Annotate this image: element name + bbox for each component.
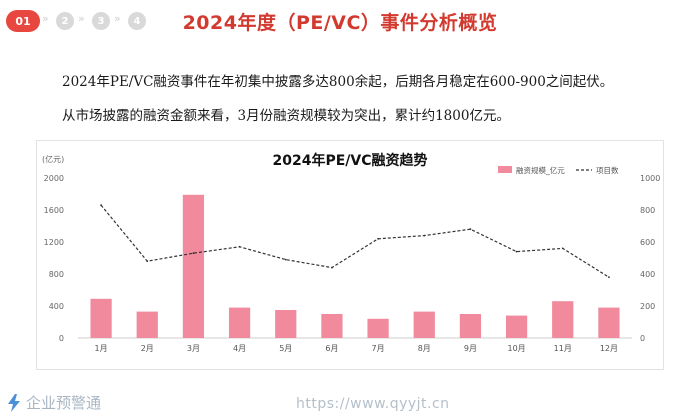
chart-title: 2024年PE/VC融资趋势 (272, 152, 427, 169)
summary-paragraph-2: 从市场披露的融资金额来看，3月份融资规模较为突出，累计约1800亿元。 (62, 108, 510, 124)
line-point-10 (515, 250, 518, 253)
y-right-tick-label: 800 (640, 206, 655, 215)
line-point-8 (423, 234, 426, 237)
y-right-tick-label: 200 (640, 302, 655, 311)
y-right-tick-label: 0 (640, 334, 645, 343)
bar-8 (413, 311, 435, 338)
y-left-tick-label: 800 (49, 270, 64, 279)
bar-6 (321, 314, 343, 338)
x-tick-label: 11月 (554, 344, 572, 353)
y-left-tick-label: 400 (49, 302, 64, 311)
chart-svg: 2024年PE/VC融资趋势 (亿元) 0 400 800 1200 1600 2000 0 20… (36, 140, 664, 370)
legend-swatch-bar (498, 166, 512, 173)
y-left-tick-label: 2000 (44, 174, 64, 183)
bar-3 (182, 194, 205, 338)
lightning-logo-icon (8, 393, 20, 412)
line-point-7 (377, 237, 379, 240)
y-right-tick-label: 600 (640, 238, 655, 247)
bar-2 (136, 311, 158, 338)
line-point-2 (146, 260, 149, 263)
bar-7 (367, 318, 389, 338)
chevron-right-icon: » (42, 12, 49, 25)
x-tick-label: 2月 (141, 344, 154, 353)
page-title: 2024年度（PE/VC）事件分析概览 (182, 12, 498, 34)
y-right-tick-label: 1000 (640, 174, 660, 183)
line-point-3 (192, 252, 195, 255)
bar-12 (598, 307, 620, 338)
chevron-right-icon: » (114, 12, 121, 25)
step-3-badge[interactable]: 3 (92, 12, 110, 30)
step-4-badge[interactable]: 4 (128, 12, 146, 30)
y-left-axis-label: (亿元) (42, 154, 64, 164)
line-point-6 (331, 266, 333, 269)
line-point-1 (100, 204, 102, 207)
x-tick-label: 1月 (95, 344, 108, 353)
y-left-tick-label: 0 (59, 334, 64, 343)
bar-5 (275, 310, 297, 338)
x-tick-label: 5月 (279, 344, 292, 353)
x-tick-label: 12月 (600, 344, 618, 353)
x-tick-label: 6月 (325, 344, 338, 353)
bar-1 (90, 298, 112, 338)
line-point-4 (238, 245, 241, 248)
step-2-badge[interactable]: 2 (56, 12, 74, 30)
line-point-5 (284, 258, 287, 261)
y-right-tick-label: 400 (640, 270, 655, 279)
bar-10 (505, 315, 528, 338)
footer-brand-name: 企业预警通 (26, 394, 102, 412)
step-01-badge[interactable]: 01 (6, 10, 40, 32)
y-left-tick-label: 1200 (44, 238, 64, 247)
x-tick-label: 10月 (507, 344, 525, 353)
x-tick-label: 4月 (233, 344, 246, 353)
line-point-11 (561, 247, 564, 250)
y-left-tick-label: 1600 (44, 206, 64, 215)
financing-trend-chart: 2024年PE/VC融资趋势 (亿元) 0 400 800 1200 1600 2000 0 20… (36, 140, 664, 370)
chevron-right-icon: » (78, 12, 85, 25)
bar-4 (228, 307, 251, 338)
line-point-12 (608, 276, 610, 279)
x-tick-label: 3月 (187, 344, 200, 353)
footer-brand: 企业预警通 (6, 392, 101, 413)
line-series-project-count (100, 204, 610, 278)
legend-label-bar: 融资规模_亿元 (516, 165, 565, 175)
x-tick-label: 8月 (418, 344, 431, 353)
x-tick-label: 7月 (372, 344, 385, 353)
footer-url: https://www.qyyjt.cn (296, 396, 450, 412)
x-tick-label: 9月 (464, 344, 477, 353)
summary-paragraph-1: 2024年PE/VC融资事件在年初集中披露多达800余起，后期各月稳定在600-… (62, 74, 614, 90)
legend-label-line: 项目数 (596, 165, 619, 175)
bar-9 (459, 314, 482, 338)
bar-11 (552, 301, 574, 338)
step-navigation: 01 » 2 » 3 » 4 (0, 0, 700, 42)
line-point-9 (469, 228, 472, 231)
